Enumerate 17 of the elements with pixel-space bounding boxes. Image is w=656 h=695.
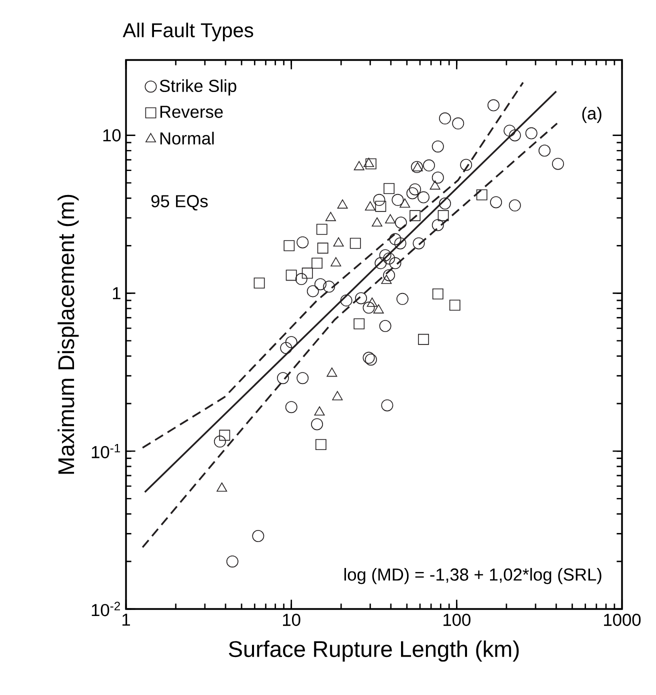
y-tick-label: 10$^{-1}$ — [92, 444, 120, 458]
legend-label: Strike Slip — [160, 79, 236, 96]
y-tick-label: 10$^{-2}$ — [92, 602, 120, 616]
x-tick-label: 1000 — [604, 614, 641, 626]
legend-label: Normal — [160, 132, 214, 145]
annotation: (a) — [582, 106, 602, 123]
legend-label: Reverse — [160, 106, 223, 118]
annotation: 95 EQs — [151, 195, 208, 210]
y-tick-label: 1 — [112, 287, 120, 300]
x-axis-title: Surface Rupture Length (km) — [228, 640, 519, 662]
x-tick-label: 10 — [283, 614, 300, 626]
x-tick-label: 100 — [444, 614, 470, 626]
y-axis-title: Maximum Displacement (m) — [58, 194, 79, 474]
chart-title: All Fault Types — [122, 22, 254, 42]
y-tick-label: 10 — [103, 129, 121, 142]
annotation: log (MD) = -1,38 + 1,02*log (SRL) — [344, 568, 602, 584]
x-tick-label: 1 — [122, 614, 130, 626]
